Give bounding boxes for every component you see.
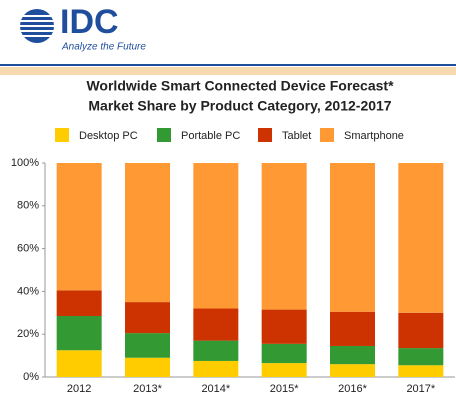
bar-segment <box>56 290 102 317</box>
bar-segment <box>125 357 170 377</box>
legend-label: Portable PC <box>181 130 240 142</box>
bar-segment <box>125 333 170 358</box>
y-tick-label: 0% <box>23 371 39 383</box>
bar-segment <box>193 163 239 309</box>
logo-globe <box>20 9 54 43</box>
bar-segment <box>261 309 307 344</box>
bar-segment <box>56 163 102 291</box>
y-tick-label: 80% <box>17 200 39 212</box>
bar-segment <box>193 340 239 361</box>
bar-segment <box>330 364 375 377</box>
x-tick-label: 2017* <box>406 383 435 395</box>
bar-segment <box>398 163 444 313</box>
bar-segment <box>398 348 444 366</box>
bar-segment <box>398 312 444 349</box>
legend-swatch <box>157 128 171 142</box>
logo-tagline: Analyze the Future <box>61 42 146 53</box>
bar-segment <box>330 163 375 312</box>
bar-segment <box>125 302 170 334</box>
y-tick-label: 60% <box>17 243 39 255</box>
bar-segment <box>261 343 307 364</box>
x-tick-label: 2016* <box>338 383 367 395</box>
bar-segment <box>125 163 170 303</box>
legend-swatch <box>320 128 334 142</box>
logo-name: IDC <box>60 3 119 41</box>
bar-segment <box>398 365 444 377</box>
x-tick-label: 2015* <box>270 383 299 395</box>
y-tick-label: 40% <box>17 285 39 297</box>
bar-segment <box>56 350 102 377</box>
x-tick-label: 2013* <box>133 383 162 395</box>
x-tick-label: 2012 <box>67 383 91 395</box>
chart-title: Worldwide Smart Connected Device Forecas… <box>86 78 394 94</box>
separator <box>0 64 456 66</box>
bar-segment <box>193 360 239 377</box>
bar-segment <box>193 308 239 341</box>
bar-segment <box>330 311 375 346</box>
legend-swatch <box>55 128 69 142</box>
legend-label: Tablet <box>282 130 311 142</box>
bar-segment <box>261 363 307 377</box>
bar-segment <box>56 316 102 351</box>
y-tick-label: 20% <box>17 328 39 340</box>
chart-subtitle: Market Share by Product Category, 2012-2… <box>88 98 391 114</box>
bar-segment <box>330 345 375 365</box>
legend-label: Smartphone <box>344 130 404 142</box>
x-tick-label: 2014* <box>201 383 230 395</box>
legend-swatch <box>258 128 272 142</box>
legend-label: Desktop PC <box>79 130 138 142</box>
bar-segment <box>261 163 307 310</box>
separator-band <box>0 67 456 75</box>
y-tick-label: 100% <box>11 157 39 169</box>
